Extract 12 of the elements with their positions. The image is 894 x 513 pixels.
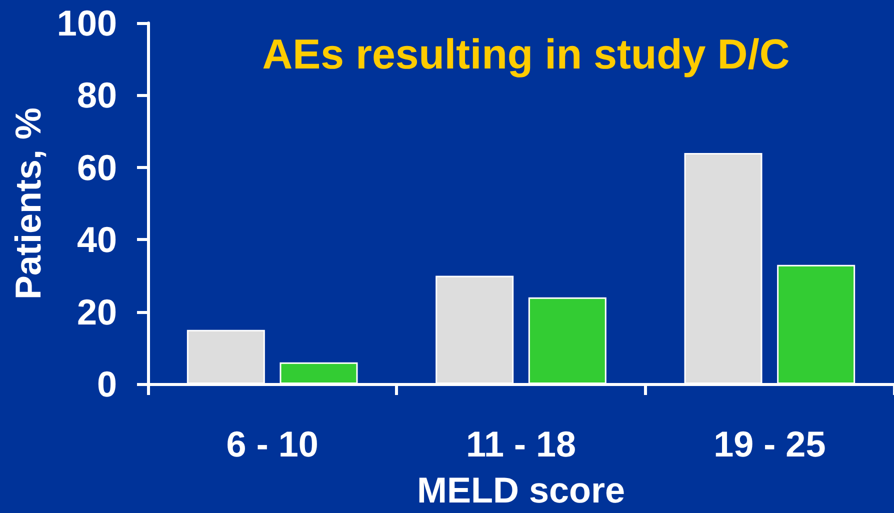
y-tick-label: 20 <box>76 291 117 332</box>
x-tick-label: 11 - 18 <box>466 424 576 464</box>
y-axis-title: Patients, % <box>8 107 49 300</box>
y-tick-label: 100 <box>56 2 117 44</box>
x-tick-label: 6 - 10 <box>226 424 318 464</box>
y-tick-label: 40 <box>76 219 117 260</box>
y-tick-label: 60 <box>76 146 117 188</box>
x-tick-label: 19 - 25 <box>714 424 826 464</box>
y-tick-label: 0 <box>96 364 117 404</box>
chart-title: AEs resulting in study D/C <box>262 30 790 78</box>
y-tick-label: 80 <box>76 74 117 116</box>
x-axis-title: MELD score <box>416 470 626 510</box>
